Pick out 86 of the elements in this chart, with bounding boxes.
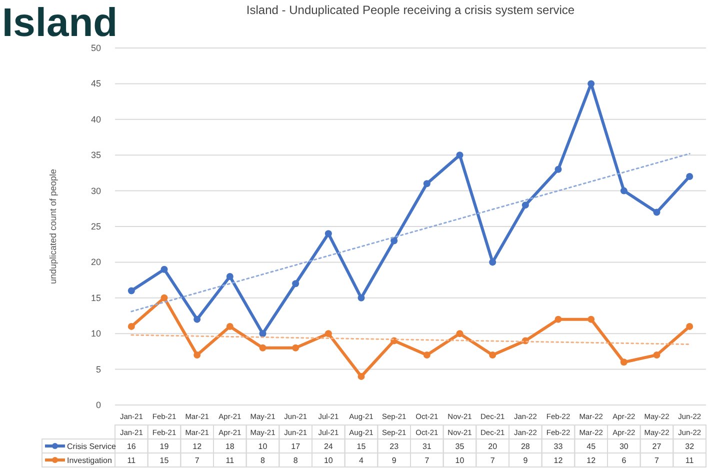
point [686, 322, 694, 330]
point [423, 352, 430, 359]
data-label: 11 [685, 456, 694, 465]
data-label: 16 [126, 442, 136, 451]
point [324, 330, 332, 338]
data-label: 11 [127, 456, 136, 465]
y-tick-label: 15 [90, 292, 101, 303]
data-label: 33 [554, 442, 564, 451]
y-tick-label: 10 [90, 328, 101, 339]
point [390, 237, 398, 244]
point [489, 352, 496, 359]
y-tick-label: 20 [90, 257, 101, 268]
point [160, 294, 168, 302]
data-label: 15 [160, 456, 170, 465]
point [292, 280, 300, 288]
data-label: 10 [455, 456, 465, 465]
y-tick-label: 50 [90, 43, 101, 53]
data-label: 7 [654, 456, 660, 465]
data-label: 23 [390, 442, 400, 451]
data-label: 30 [619, 442, 629, 451]
point [620, 187, 628, 194]
point [456, 330, 464, 338]
point [423, 180, 430, 188]
point [194, 352, 201, 359]
data-label: 31 [422, 442, 432, 451]
point [620, 358, 628, 366]
point [226, 322, 234, 330]
data-label: 17 [291, 442, 301, 451]
point [686, 173, 694, 180]
point [522, 202, 529, 209]
data-label: 20 [488, 442, 498, 451]
point [226, 272, 234, 280]
data-label: 32 [685, 442, 695, 451]
point [358, 372, 365, 380]
data-label: 6 [622, 456, 627, 465]
data-label: 8 [260, 456, 266, 465]
data-label: 45 [586, 442, 596, 451]
point [259, 344, 266, 352]
point [456, 152, 464, 159]
data-label: 28 [520, 442, 530, 451]
legend-label: Investigation [67, 456, 112, 465]
point [128, 287, 135, 294]
chart-subtitle: Island - Unduplicated People receiving a crisis system service [246, 3, 575, 17]
point [128, 322, 135, 330]
data-label: 7 [424, 456, 430, 465]
point [259, 330, 266, 338]
data-label: 7 [194, 456, 200, 465]
data-label: 12 [586, 456, 596, 465]
data-label: 24 [324, 442, 334, 451]
data-label: 10 [258, 442, 268, 451]
point [653, 208, 660, 216]
legend-label: Crisis Service [67, 442, 116, 451]
point [160, 266, 168, 273]
data-label: 18 [225, 442, 235, 451]
point [292, 344, 300, 352]
data-label: 10 [324, 456, 334, 465]
point [554, 166, 562, 173]
data-label: 11 [226, 456, 235, 465]
data-label: 15 [356, 442, 366, 451]
point [489, 258, 496, 266]
data-label: 12 [192, 442, 202, 451]
y-tick-label: 35 [90, 150, 101, 160]
point [588, 80, 595, 88]
point [194, 316, 201, 323]
data-label: 9 [523, 456, 528, 465]
data-label: 35 [455, 442, 465, 451]
y-tick-label: 0 [96, 400, 101, 410]
point [588, 316, 595, 323]
data-label: 4 [359, 456, 364, 465]
data-label: 7 [490, 456, 496, 465]
y-tick-label: 5 [96, 364, 101, 374]
point [324, 230, 332, 238]
data-label: 9 [392, 456, 397, 465]
data-label: 8 [293, 456, 298, 465]
data-label: 12 [554, 456, 564, 465]
y-tick-label: 30 [90, 186, 101, 196]
point [653, 352, 660, 359]
data-label: 19 [160, 442, 170, 451]
y-axis-title: unduplicated count of people [48, 168, 58, 284]
data-label: 27 [652, 442, 662, 451]
y-tick-label: 25 [90, 222, 101, 232]
point [358, 294, 365, 302]
y-tick-label: 40 [90, 114, 101, 124]
chart-title: Island [2, 1, 118, 45]
point [554, 316, 562, 323]
y-tick-label: 45 [90, 78, 101, 89]
